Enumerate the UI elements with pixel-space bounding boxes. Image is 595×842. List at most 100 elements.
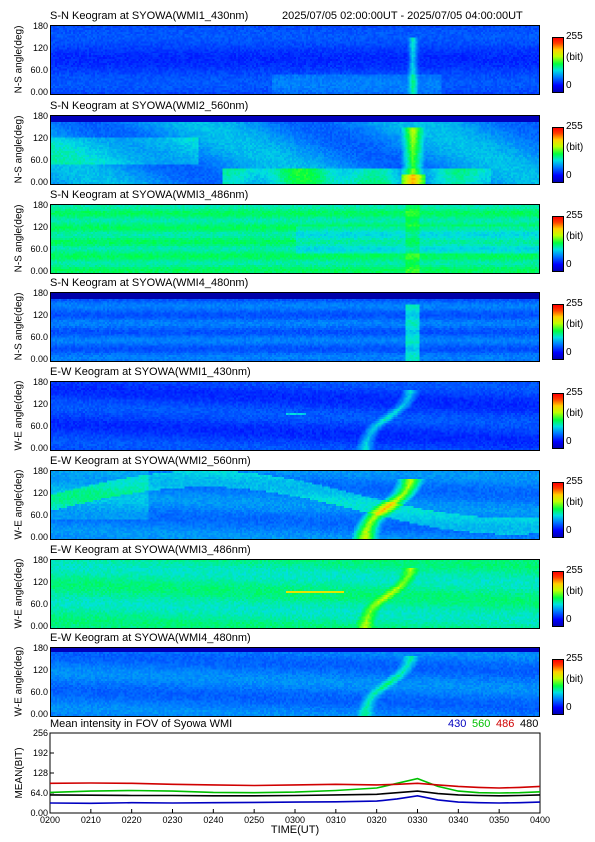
panel-y-tick: 180 <box>32 21 48 31</box>
colorbar <box>552 571 564 627</box>
colorbar-unit-label: (bit) <box>566 231 584 242</box>
panel-y-axis-label: N-S angle(deg) <box>13 25 25 94</box>
panel-y-tick: 0.00 <box>30 532 48 542</box>
colorbar-min-label: 0 <box>566 702 572 713</box>
y-tick-label: 64.0 <box>30 788 48 798</box>
keogram-image <box>51 382 539 450</box>
x-tick-label: 0200 <box>40 815 60 825</box>
colorbar-max-label: 255 <box>566 121 583 132</box>
panel-y-axis-label: N-S angle(deg) <box>13 115 25 184</box>
colorbar-min-label: 0 <box>566 170 572 181</box>
colorbar <box>552 659 564 715</box>
panel-y-tick: 180 <box>32 643 48 653</box>
panel-y-axis-label: W-E angle(deg) <box>13 380 25 451</box>
x-tick-label: 0340 <box>448 815 468 825</box>
legend-entry: 480 <box>520 718 538 730</box>
x-tick-label: 0300 <box>285 815 305 825</box>
legend-entry: 486 <box>496 718 514 730</box>
panel-y-axis-label: N-S angle(deg) <box>13 204 25 273</box>
x-tick-label: 0220 <box>122 815 142 825</box>
panel-y-tick: 120 <box>32 310 48 320</box>
panel-y-tick: 0.00 <box>30 621 48 631</box>
x-tick-label: 0400 <box>530 815 550 825</box>
panel-y-tick: 120 <box>32 43 48 53</box>
panel-y-tick: 60.0 <box>30 510 48 520</box>
colorbar-max-label: 255 <box>566 298 583 309</box>
keogram-panel <box>50 647 540 717</box>
colorbar <box>552 216 564 272</box>
colorbar-max-label: 255 <box>566 565 583 576</box>
keogram-panel <box>50 204 540 274</box>
colorbar-min-label: 0 <box>566 436 572 447</box>
panel-y-tick: 60.0 <box>30 421 48 431</box>
panel-y-tick: 120 <box>32 577 48 587</box>
colorbar-unit-label: (bit) <box>566 408 584 419</box>
colorbar-max-label: 255 <box>566 653 583 664</box>
keogram-image <box>51 205 539 273</box>
panel-title: E-W Keogram at SYOWA(WMI2_560nm) <box>50 455 251 467</box>
panel-y-tick: 60.0 <box>30 155 48 165</box>
keogram-image <box>51 116 539 184</box>
keogram-panel <box>50 25 540 95</box>
keogram-panel <box>50 381 540 451</box>
panel-y-tick: 0.00 <box>30 443 48 453</box>
colorbar-unit-label: (bit) <box>566 497 584 508</box>
panel-title: S-N Keogram at SYOWA(WMI2_560nm) <box>50 100 249 112</box>
legend-entry: 560 <box>472 718 490 730</box>
keogram-panel <box>50 470 540 540</box>
chart-title: Mean intensity in FOV of Syowa WMI <box>50 718 232 730</box>
colorbar-max-label: 255 <box>566 31 583 42</box>
y-tick-label: 0.00 <box>30 808 48 818</box>
colorbar-max-label: 255 <box>566 210 583 221</box>
y-axis-label: MEAN(BIT) <box>14 747 25 798</box>
panel-y-tick: 60.0 <box>30 332 48 342</box>
panel-y-tick: 0.00 <box>30 709 48 719</box>
panel-y-tick: 120 <box>32 665 48 675</box>
panel-y-tick: 60.0 <box>30 687 48 697</box>
mean-intensity-chart: Mean intensity in FOV of Syowa WMI 0200 02… <box>14 718 550 836</box>
x-tick-label: 0210 <box>81 815 101 825</box>
keogram-panel <box>50 115 540 185</box>
keogram-image <box>51 293 539 361</box>
keogram-panel <box>50 559 540 629</box>
panel-y-tick: 120 <box>32 133 48 143</box>
panel-y-tick: 0.00 <box>30 266 48 276</box>
series-line-486 <box>49 782 541 789</box>
colorbar-min-label: 0 <box>566 259 572 270</box>
x-tick-label: 0330 <box>407 815 427 825</box>
y-tick-label: 256 <box>33 728 48 738</box>
panel-y-tick: 60.0 <box>30 244 48 254</box>
keogram-panel <box>50 292 540 362</box>
panel-y-tick: 60.0 <box>30 599 48 609</box>
series-line-430 <box>49 794 541 805</box>
panel-title: E-W Keogram at SYOWA(WMI3_486nm) <box>50 544 251 556</box>
x-tick-label: 0350 <box>489 815 509 825</box>
panel-title: E-W Keogram at SYOWA(WMI4_480nm) <box>50 632 251 644</box>
panel-y-axis-label: W-E angle(deg) <box>13 646 25 717</box>
y-tick-label: 128 <box>33 768 48 778</box>
x-axis-label: TIME(UT) <box>271 824 319 836</box>
colorbar-unit-label: (bit) <box>566 142 584 153</box>
panel-y-tick: 60.0 <box>30 65 48 75</box>
panel-y-tick: 120 <box>32 488 48 498</box>
colorbar <box>552 37 564 93</box>
keogram-image <box>51 648 539 716</box>
panel-y-axis-label: N-S angle(deg) <box>13 292 25 361</box>
series-line-560 <box>49 777 541 794</box>
panel-y-tick: 180 <box>32 466 48 476</box>
panel-y-tick: 180 <box>32 377 48 387</box>
time-range: 2025/07/05 02:00:00UT - 2025/07/05 04:00… <box>282 10 523 22</box>
panel-y-tick: 120 <box>32 399 48 409</box>
colorbar-min-label: 0 <box>566 80 572 91</box>
x-tick-label: 0240 <box>203 815 223 825</box>
x-tick-label: 0250 <box>244 815 264 825</box>
y-tick-label: 192 <box>33 748 48 758</box>
series-line-480 <box>49 790 541 797</box>
colorbar-max-label: 255 <box>566 476 583 487</box>
colorbar-unit-label: (bit) <box>566 586 584 597</box>
panel-y-axis-label: W-E angle(deg) <box>13 469 25 540</box>
colorbar-unit-label: (bit) <box>566 319 584 330</box>
panel-title: S-N Keogram at SYOWA(WMI1_430nm) <box>50 10 249 22</box>
panel-title: S-N Keogram at SYOWA(WMI3_486nm) <box>50 189 249 201</box>
